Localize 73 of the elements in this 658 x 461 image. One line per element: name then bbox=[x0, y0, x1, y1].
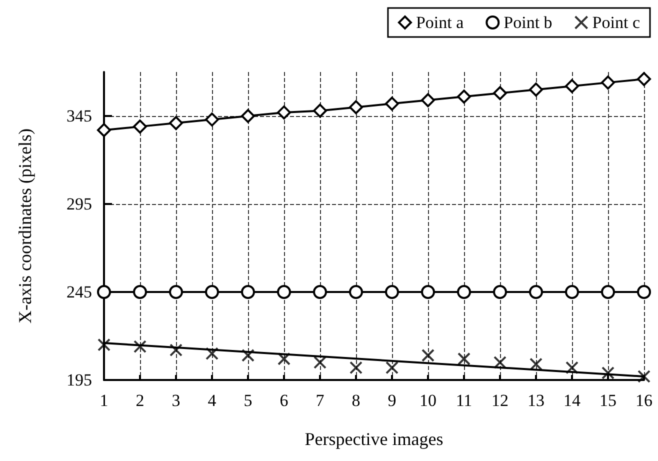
point bbox=[313, 104, 327, 118]
x-tick-label: 11 bbox=[456, 391, 472, 410]
point bbox=[421, 93, 435, 108]
point bbox=[602, 366, 614, 380]
x-tick-label: 1 bbox=[100, 391, 108, 410]
x-tick-label: 10 bbox=[420, 391, 436, 410]
point bbox=[458, 352, 470, 366]
point bbox=[601, 76, 615, 90]
point bbox=[277, 285, 291, 299]
x-tick-label: 9 bbox=[388, 391, 396, 410]
point bbox=[349, 285, 363, 299]
point bbox=[278, 352, 290, 366]
x-tick-label: 8 bbox=[352, 391, 360, 410]
point bbox=[565, 285, 579, 299]
point bbox=[350, 361, 362, 374]
x-tick-label: 5 bbox=[244, 391, 252, 410]
point bbox=[601, 285, 615, 299]
point bbox=[457, 90, 471, 104]
point bbox=[386, 361, 398, 374]
point bbox=[385, 96, 399, 111]
x-tick-label: 16 bbox=[636, 391, 652, 410]
point bbox=[206, 347, 218, 360]
point bbox=[421, 285, 435, 299]
point bbox=[133, 120, 147, 134]
y-axis-title: X-axis coordinates (pixels) bbox=[15, 128, 35, 324]
point bbox=[457, 285, 471, 299]
y-tick-label: 345 bbox=[66, 106, 92, 126]
point bbox=[494, 356, 506, 369]
point bbox=[98, 338, 110, 352]
legend-label: Point b bbox=[504, 13, 552, 32]
x-tick-label: 2 bbox=[136, 391, 144, 410]
point bbox=[493, 285, 507, 299]
point bbox=[493, 86, 507, 100]
point bbox=[313, 285, 327, 299]
x-tick-label: 12 bbox=[492, 391, 508, 410]
point bbox=[637, 285, 651, 299]
point bbox=[205, 285, 219, 299]
point bbox=[277, 105, 291, 120]
point bbox=[637, 72, 651, 86]
point bbox=[638, 370, 650, 383]
point bbox=[349, 100, 363, 114]
x-tick-label: 15 bbox=[600, 391, 616, 410]
point bbox=[169, 285, 183, 299]
point bbox=[134, 340, 146, 354]
y-tick-label: 245 bbox=[66, 282, 92, 302]
point bbox=[385, 285, 399, 299]
x-tick-label: 3 bbox=[172, 391, 180, 410]
point bbox=[169, 116, 183, 130]
point bbox=[529, 82, 543, 97]
point bbox=[97, 123, 111, 138]
point bbox=[133, 285, 147, 299]
point bbox=[170, 344, 182, 357]
point bbox=[565, 79, 579, 94]
legend-label: Point c bbox=[592, 13, 640, 32]
point bbox=[241, 109, 255, 123]
point bbox=[529, 285, 543, 299]
x-axis-title: Perspective images bbox=[304, 429, 444, 449]
point bbox=[422, 348, 434, 362]
x-tick-label: 4 bbox=[208, 391, 217, 410]
point bbox=[205, 112, 219, 127]
y-tick-label: 295 bbox=[66, 194, 92, 214]
point bbox=[314, 356, 326, 369]
point bbox=[530, 358, 542, 371]
x-tick-label: 7 bbox=[316, 391, 325, 410]
x-tick-label: 6 bbox=[280, 391, 288, 410]
x-tick-label: 14 bbox=[564, 391, 581, 410]
x-tick-label: 13 bbox=[528, 391, 544, 410]
point bbox=[566, 361, 578, 374]
legend-label: Point a bbox=[416, 13, 464, 32]
point bbox=[241, 285, 255, 299]
y-tick-label: 195 bbox=[66, 370, 92, 390]
point bbox=[242, 348, 254, 362]
point bbox=[97, 285, 111, 299]
